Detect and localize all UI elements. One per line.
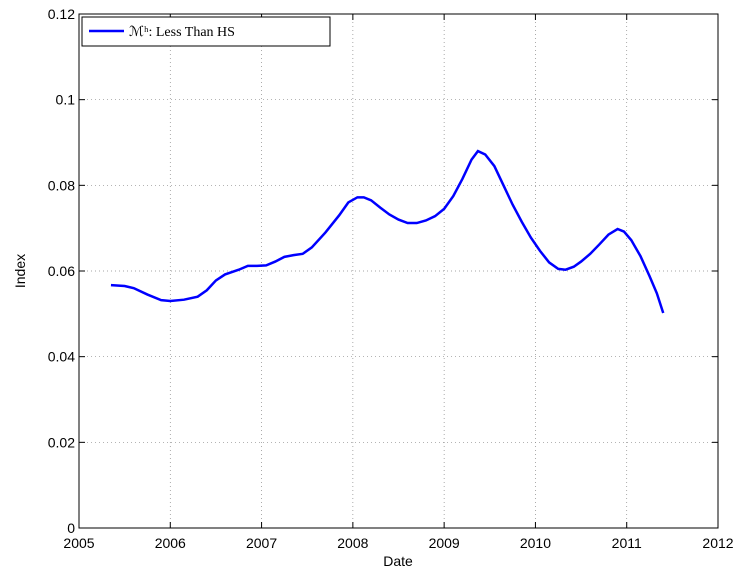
x-tick-label: 2005 <box>63 535 94 551</box>
plot-frame <box>78 13 719 529</box>
x-tick-label: 2012 <box>702 535 733 551</box>
y-tick-label: 0.02 <box>48 434 75 450</box>
y-tick-label: 0.12 <box>48 6 75 22</box>
x-tick-label: 2009 <box>429 535 460 551</box>
y-axis-label: Index <box>12 254 28 288</box>
y-tick-label: 0.08 <box>48 177 75 193</box>
x-axis-label: Date <box>383 553 413 569</box>
x-tick-label: 2007 <box>246 535 277 551</box>
x-tick-label: 2006 <box>155 535 186 551</box>
data-line <box>110 149 665 314</box>
y-tick-label: 0 <box>67 520 75 536</box>
x-tick-label: 2008 <box>337 535 368 551</box>
legend-label: ℳʰ: Less Than HS <box>129 25 235 40</box>
y-tick-label: 0.04 <box>48 349 75 365</box>
y-tick-label: 0.1 <box>56 92 76 108</box>
x-tick-label: 2011 <box>612 535 642 551</box>
y-tick-label: 0.06 <box>48 263 75 279</box>
x-tick-label: 2010 <box>520 535 551 551</box>
